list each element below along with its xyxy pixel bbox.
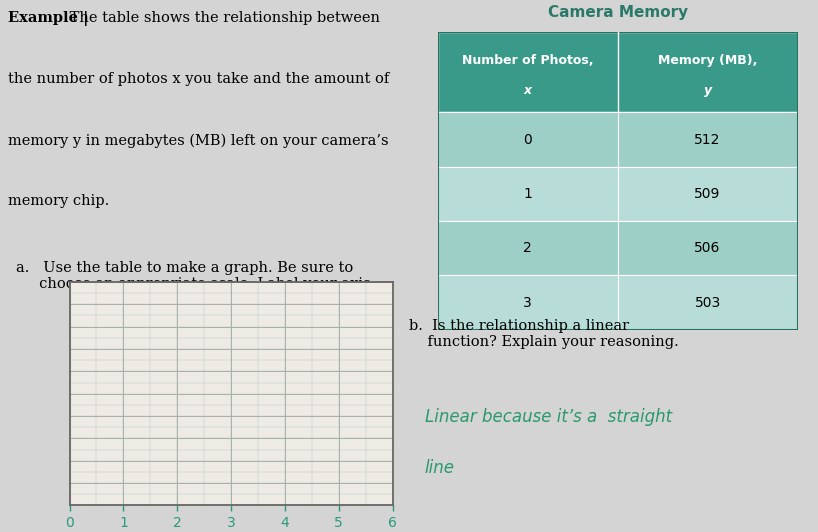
Text: 509: 509	[694, 187, 721, 201]
Bar	[438, 32, 798, 112]
Text: line: line	[425, 459, 455, 477]
Text: Memory (MB),: Memory (MB),	[658, 54, 757, 66]
Text: 1: 1	[524, 187, 532, 201]
Text: 2: 2	[524, 242, 532, 255]
Bar	[438, 276, 798, 330]
Text: a.   Use the table to make a graph. Be sure to
     choose an appropriate scale.: a. Use the table to make a graph. Be sur…	[16, 261, 375, 291]
Text: 512: 512	[694, 132, 721, 146]
Text: memory chip.: memory chip.	[8, 195, 110, 209]
Text: Camera Memory: Camera Memory	[547, 5, 688, 20]
Text: y: y	[703, 84, 712, 96]
Text: The table shows the relationship between: The table shows the relationship between	[65, 11, 380, 24]
Text: 3: 3	[524, 296, 532, 310]
Text: 0: 0	[524, 132, 532, 146]
Text: Linear because it’s a  straight: Linear because it’s a straight	[425, 408, 672, 426]
Bar	[438, 112, 798, 167]
Text: Example |: Example |	[8, 11, 88, 26]
Text: the number of photos x you take and the amount of: the number of photos x you take and the …	[8, 72, 389, 86]
Bar	[438, 221, 798, 276]
Text: 506: 506	[694, 242, 721, 255]
Text: Number of Photos,: Number of Photos,	[462, 54, 593, 66]
Text: x: x	[524, 84, 532, 96]
Bar	[438, 167, 798, 221]
Text: 503: 503	[694, 296, 721, 310]
Text: memory y in megabytes (MB) left on your camera’s: memory y in megabytes (MB) left on your …	[8, 133, 389, 147]
Text: b.  Is the relationship a linear
    function? Explain your reasoning.: b. Is the relationship a linear function…	[409, 319, 679, 350]
